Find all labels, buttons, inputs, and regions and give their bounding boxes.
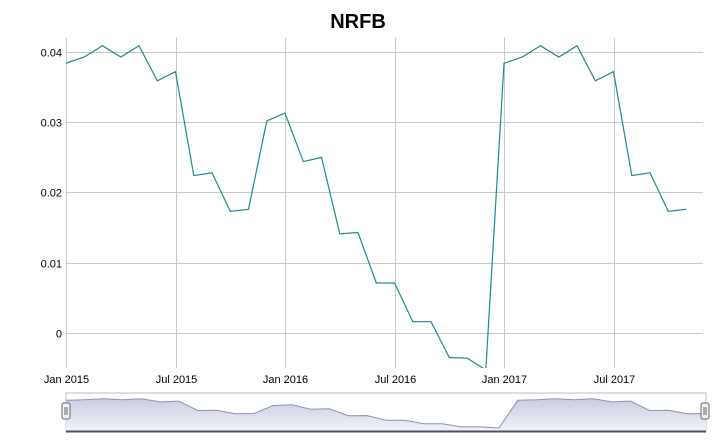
data-point[interactable] [228, 209, 233, 214]
grip-handle-icon[interactable] [700, 402, 710, 420]
data-point[interactable] [447, 355, 452, 360]
data-point[interactable] [283, 111, 288, 116]
data-point[interactable] [429, 319, 434, 324]
data-point[interactable] [593, 78, 598, 83]
data-point[interactable] [337, 231, 342, 236]
y-tick-label: 0 [56, 329, 62, 341]
data-point[interactable] [483, 368, 488, 373]
x-tick-label: Jul 2015 [156, 374, 198, 386]
data-point[interactable] [319, 155, 324, 160]
grip-handle-icon[interactable] [61, 402, 71, 420]
chart-title: NRFB [330, 11, 386, 33]
x-axis-ticks: Jan 2015 Jul 2015 Jan 2016 Jul 2016 Jan 2017… [44, 374, 635, 386]
y-tick-label: 0.04 [41, 48, 62, 60]
x-tick-label: Jul 2017 [594, 374, 636, 386]
data-point[interactable] [137, 43, 142, 48]
data-point[interactable] [392, 281, 397, 286]
grid [66, 38, 703, 368]
data-point[interactable] [82, 54, 87, 59]
navigator-area [66, 398, 706, 431]
data-point[interactable] [356, 230, 361, 235]
data-point[interactable] [502, 61, 507, 66]
data-point[interactable] [465, 356, 470, 361]
data-point[interactable] [246, 207, 251, 212]
navigator-handle-left[interactable] [61, 402, 71, 420]
data-point[interactable] [210, 170, 215, 175]
range-navigator[interactable] [61, 392, 710, 433]
data-point[interactable] [410, 319, 415, 324]
x-tick-label: Jan 2017 [482, 374, 527, 386]
data-point[interactable] [520, 54, 525, 59]
data-point[interactable] [629, 173, 634, 178]
navigator-series-line [65, 398, 707, 429]
data-point[interactable] [301, 159, 306, 164]
data-point[interactable] [118, 54, 123, 59]
data-point[interactable] [155, 78, 160, 83]
series-line-nrfb[interactable] [66, 44, 687, 370]
data-point[interactable] [264, 118, 269, 123]
y-tick-label: 0.03 [41, 118, 62, 130]
data-point[interactable] [648, 170, 653, 175]
data-point[interactable] [556, 54, 561, 59]
data-point[interactable] [666, 209, 671, 214]
data-point[interactable] [374, 281, 379, 286]
data-point[interactable] [538, 43, 543, 48]
x-tick-label: Jan 2015 [44, 374, 89, 386]
data-point[interactable] [100, 43, 105, 48]
data-point[interactable] [191, 173, 196, 178]
series-layer[interactable] [64, 43, 690, 372]
data-point[interactable] [64, 61, 69, 66]
x-tick-label: Jul 2016 [375, 374, 417, 386]
y-axis-ticks: 0.04 0.03 0.02 0.01 0 [41, 48, 62, 341]
data-point[interactable] [611, 69, 616, 74]
data-point[interactable] [173, 69, 178, 74]
y-tick-label: 0.02 [41, 188, 62, 200]
data-point[interactable] [575, 43, 580, 48]
data-point[interactable] [684, 207, 689, 212]
x-tick-label: Jan 2016 [263, 374, 308, 386]
y-tick-label: 0.01 [41, 259, 62, 271]
navigator-handle-right[interactable] [700, 402, 710, 420]
